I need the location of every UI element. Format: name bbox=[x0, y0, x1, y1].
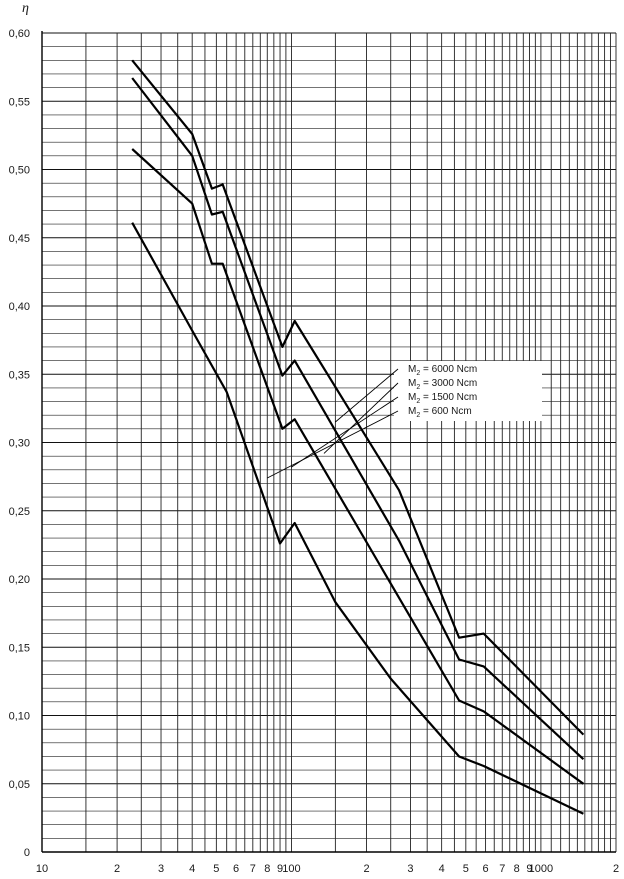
legend-box bbox=[394, 361, 542, 421]
legend-leader-line bbox=[291, 396, 399, 468]
legend-leader-line bbox=[267, 410, 399, 479]
curves bbox=[131, 59, 585, 815]
grid bbox=[41, 31, 617, 853]
x-tick-label: 4 bbox=[189, 863, 195, 875]
x-tick-label: 5 bbox=[463, 863, 469, 875]
y-tick-label: 0,60 bbox=[9, 28, 30, 40]
x-tick-label: 1000 bbox=[529, 863, 553, 875]
y-tick-label: 0,25 bbox=[9, 506, 30, 518]
y-tick-label: 0,10 bbox=[9, 711, 30, 723]
series-line-0 bbox=[131, 59, 585, 736]
x-tick-label: 6 bbox=[233, 863, 239, 875]
y-tick-label: 0,20 bbox=[9, 574, 30, 586]
x-tick-label: 2 bbox=[363, 863, 369, 875]
series-line-3 bbox=[131, 222, 584, 815]
x-tick-label: 8 bbox=[264, 863, 270, 875]
x-tick-label: 9 bbox=[277, 863, 283, 875]
tick-labels: 0 0,05 0,10 0,15 0,20 0,25 0,30 0,35 0,40 0,45 0,5… bbox=[9, 28, 619, 875]
y-tick-label: 0,35 bbox=[9, 369, 30, 381]
x-tick-label: 7 bbox=[499, 863, 505, 875]
y-axis-label: η bbox=[22, 1, 29, 16]
x-tick-label: 100 bbox=[282, 863, 300, 875]
legend-leader-line bbox=[323, 382, 399, 454]
x-tick-label: 8 bbox=[514, 863, 520, 875]
x-tick-label: 10 bbox=[36, 863, 48, 875]
x-tick-label: 4 bbox=[439, 863, 445, 875]
y-tick-label: 0,50 bbox=[9, 165, 30, 177]
y-tick-label: 0,40 bbox=[9, 301, 30, 313]
y-tick-label: 0,45 bbox=[9, 233, 30, 245]
legend-entry: M2 = 3000 Ncm bbox=[408, 378, 477, 391]
y-tick-label: 0,15 bbox=[9, 642, 30, 654]
y-tick-label: 0,55 bbox=[9, 96, 30, 108]
x-tick-label: 2 bbox=[613, 863, 619, 875]
x-tick-label: 9 bbox=[526, 863, 532, 875]
y-tick-label: 0 bbox=[24, 847, 30, 859]
y-tick-label: 0,30 bbox=[9, 438, 30, 450]
legend-entry: M2 = 1500 Ncm bbox=[408, 392, 477, 405]
legend-entry: M2 = 6000 Ncm bbox=[408, 364, 477, 377]
y-tick-label: 0,05 bbox=[9, 779, 30, 791]
x-tick-label: 2 bbox=[114, 863, 120, 875]
legend-leader-line bbox=[335, 368, 399, 423]
x-tick-label: 3 bbox=[407, 863, 413, 875]
series-line-2 bbox=[131, 148, 585, 785]
series-line-1 bbox=[131, 77, 585, 761]
x-tick-label: 5 bbox=[213, 863, 219, 875]
x-tick-label: 3 bbox=[158, 863, 164, 875]
x-tick-label: 7 bbox=[250, 863, 256, 875]
x-tick-label: 6 bbox=[483, 863, 489, 875]
legend-entry: M2 = 600 Ncm bbox=[408, 406, 472, 419]
